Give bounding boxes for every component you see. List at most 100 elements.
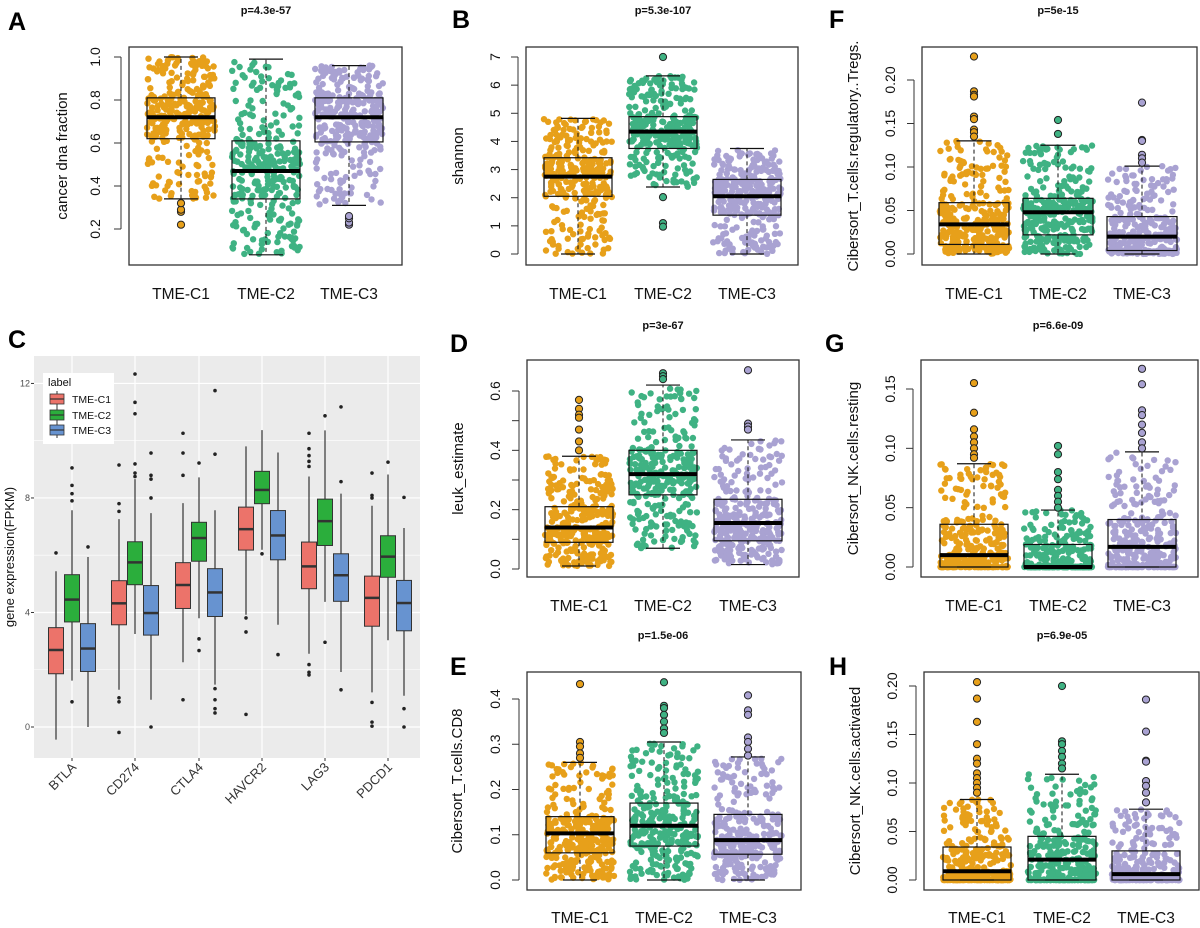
data-point	[949, 195, 956, 203]
data-point	[1070, 146, 1078, 153]
data-point	[368, 196, 375, 203]
data-point	[1041, 526, 1049, 533]
panel-g: p=6.6e-09Cibersort_NK.cells.resting0.000…	[845, 320, 1199, 615]
data-point	[737, 557, 744, 564]
data-point	[1164, 167, 1172, 174]
data-point	[570, 760, 577, 767]
data-point	[672, 517, 679, 525]
panel-e: p=1.5e-06Cibersort_T.cells.CD80.00.10.20…	[449, 630, 802, 927]
data-point	[724, 546, 732, 553]
data-point	[736, 549, 743, 556]
data-point	[737, 500, 744, 507]
data-point	[1002, 207, 1010, 214]
data-point	[272, 110, 279, 117]
data-point	[276, 189, 284, 197]
data-point	[567, 866, 574, 873]
data-point	[282, 184, 289, 191]
data-point	[375, 123, 382, 130]
data-point	[757, 438, 764, 445]
iqr-box	[314, 97, 384, 143]
data-point	[974, 474, 981, 481]
group-tme-c3	[710, 147, 785, 257]
data-point	[607, 168, 614, 175]
group-tme-c1	[541, 395, 617, 570]
data-point	[647, 91, 654, 99]
data-point	[193, 103, 200, 111]
data-point	[552, 482, 560, 489]
data-point	[578, 198, 585, 205]
data-point	[1088, 142, 1096, 149]
data-point	[949, 173, 956, 180]
data-point	[989, 499, 996, 506]
data-point	[646, 411, 653, 418]
data-point	[689, 160, 696, 167]
data-point	[686, 520, 693, 527]
data-point	[1130, 476, 1137, 483]
data-point	[984, 148, 991, 155]
data-point	[1033, 142, 1040, 150]
data-point	[729, 184, 736, 192]
data-point	[558, 461, 565, 468]
group-tme-c2	[1020, 441, 1096, 571]
data-point	[723, 483, 731, 490]
outlier-point	[969, 52, 979, 61]
outlier-point	[658, 193, 668, 202]
data-point	[189, 188, 196, 196]
data-point	[674, 165, 681, 172]
data-point	[1039, 143, 1047, 150]
x-category-label: TME-C3	[320, 286, 378, 303]
data-point	[1088, 542, 1095, 549]
data-point	[693, 174, 700, 181]
data-point	[328, 186, 335, 194]
data-point	[229, 183, 237, 190]
data-point	[765, 541, 772, 548]
data-point	[979, 516, 986, 523]
x-category-label: TME-C2	[237, 286, 295, 303]
data-point	[156, 58, 163, 65]
data-point	[265, 140, 272, 147]
data-point	[548, 144, 555, 151]
data-point	[1020, 525, 1028, 532]
data-point	[174, 89, 181, 96]
data-point	[239, 131, 246, 138]
data-point	[764, 499, 771, 506]
data-point	[672, 410, 679, 418]
data-point	[681, 123, 689, 131]
data-point	[1001, 168, 1008, 175]
data-point	[554, 216, 561, 224]
data-point	[1064, 221, 1071, 228]
data-point	[648, 444, 655, 451]
data-point	[236, 63, 243, 71]
data-point	[632, 163, 639, 170]
data-point	[712, 536, 719, 544]
y-tick-label: 0.4	[87, 176, 103, 196]
data-point	[947, 155, 954, 163]
data-point	[259, 78, 266, 85]
y-tick-label: 0.6	[87, 133, 103, 153]
data-point	[372, 73, 380, 80]
data-point	[715, 465, 722, 473]
data-point	[725, 202, 733, 209]
data-point	[661, 464, 669, 471]
data-point	[1064, 249, 1071, 257]
data-point	[1027, 160, 1034, 168]
data-point	[1079, 184, 1087, 191]
data-point	[665, 477, 673, 484]
outlier-point	[574, 395, 584, 404]
data-point	[1116, 193, 1124, 200]
data-point	[1050, 548, 1057, 556]
data-point	[379, 80, 386, 87]
data-point	[247, 143, 254, 150]
panel-letter-a: A	[8, 8, 26, 36]
data-point	[1082, 555, 1090, 563]
data-point	[318, 67, 325, 75]
data-point	[296, 114, 303, 122]
data-point	[587, 202, 594, 209]
data-point	[577, 228, 584, 235]
data-point	[296, 172, 303, 180]
data-point	[277, 215, 285, 222]
x-category-label: TME-C1	[945, 286, 1003, 303]
data-point	[209, 161, 216, 169]
data-point	[294, 198, 301, 205]
